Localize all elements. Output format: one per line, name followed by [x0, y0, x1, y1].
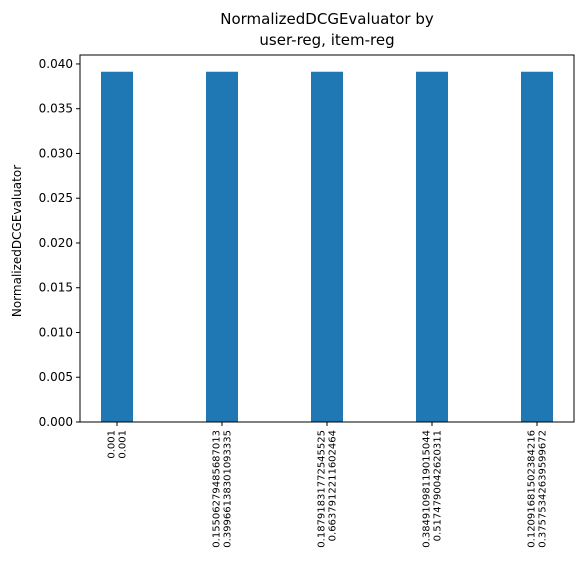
- y-tick-label-4: 0.015: [39, 281, 73, 295]
- chart-title-line-2: user-reg, item-reg: [259, 31, 394, 49]
- x-tick-label-2-2: 0.39966138301093335: [223, 430, 234, 548]
- bar-1: [101, 71, 133, 423]
- x-tick-label-1-1: 0.001: [107, 430, 118, 459]
- y-tick-label-8: 0.035: [39, 102, 73, 116]
- y-axis-label: NormalizedDCGEvaluator: [10, 165, 24, 317]
- y-tick-label-9: 0.040: [39, 57, 73, 71]
- bars-group: [101, 71, 553, 423]
- y-tick-label-1: 0.000: [39, 415, 73, 429]
- x-tick-label-5-1: 0.12091681502384216: [527, 430, 538, 548]
- y-tick-label-3: 0.010: [39, 325, 73, 339]
- bar-2: [206, 71, 238, 423]
- x-tick-label-3-2: 0.6637912211602464: [328, 430, 339, 541]
- bar-5: [521, 71, 553, 423]
- y-tick-label-5: 0.020: [39, 236, 73, 250]
- x-tick-label-4-2: 0.5174790042620311: [433, 430, 444, 541]
- y-tick-label-7: 0.030: [39, 146, 73, 160]
- x-tick-label-2-1: 0.15506279485687013: [212, 430, 223, 548]
- bar-3: [311, 71, 343, 423]
- x-tick-label-1-2: 0.001: [118, 430, 129, 459]
- chart-title-line-1: NormalizedDCGEvaluator by: [220, 10, 434, 28]
- y-ticks-group: 0.000 0.005 0.010 0.015 0.020 0.025 0.030 0.035…: [39, 57, 80, 429]
- x-tick-label-5-2: 0.37575342639599672: [538, 430, 549, 548]
- x-tick-label-4-1: 0.38491098119015044: [422, 430, 433, 548]
- y-tick-label-2: 0.005: [39, 370, 73, 384]
- x-ticks-group: 0.001 0.001 0.15506279485687013 0.399661383…: [107, 422, 549, 548]
- plot-frame: [79, 54, 575, 423]
- x-tick-label-3-1: 0.18791831772545525: [317, 430, 328, 548]
- bar-4: [416, 71, 448, 423]
- y-tick-label-6: 0.025: [39, 191, 73, 205]
